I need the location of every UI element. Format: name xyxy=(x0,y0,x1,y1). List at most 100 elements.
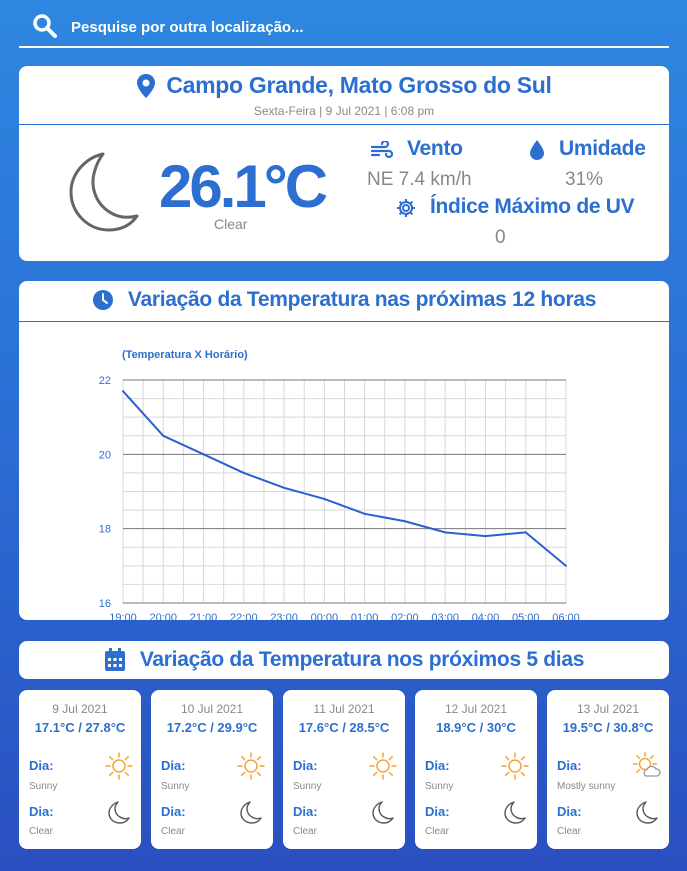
night-condition: Clear xyxy=(557,826,581,837)
wind-label: Vento xyxy=(407,137,463,160)
y-tick-label: 22 xyxy=(99,375,111,387)
day-card: 10 Jul 2021 17.2°C / 29.9°C Dia: Sunny D… xyxy=(151,690,273,849)
day-condition: Sunny xyxy=(161,781,190,792)
data-point xyxy=(444,531,447,534)
moon-icon xyxy=(504,801,526,824)
day-date: 10 Jul 2021 xyxy=(180,702,244,716)
x-tick-label: 01:00 xyxy=(351,612,379,620)
current-datetime: Sexta-Feira | 9 Jul 2021 | 6:08 pm xyxy=(253,104,435,118)
day-temperature-range: 19.5°C / 30.8°C xyxy=(562,720,654,735)
hourly-forecast-header: Variação da Temperatura nas próximas 12 … xyxy=(19,281,669,322)
clock-icon xyxy=(92,290,113,310)
moon-icon xyxy=(240,801,262,824)
daily-forecast-title: Variação da Temperatura nos próximos 5 d… xyxy=(139,648,585,671)
data-point xyxy=(202,453,205,456)
day-date: 9 Jul 2021 xyxy=(52,702,108,716)
day-card: 12 Jul 2021 18.9°C / 30°C Dia: Sunny Dia… xyxy=(415,690,537,849)
day-date: 11 Jul 2021 xyxy=(313,702,375,716)
y-tick-label: 16 xyxy=(99,598,111,610)
day-period-label: Dia: xyxy=(557,758,582,773)
day-date: 13 Jul 2021 xyxy=(576,702,640,716)
x-tick-label: 21:00 xyxy=(190,612,218,620)
sun-cloud-icon xyxy=(633,752,661,777)
moon-icon xyxy=(69,152,139,232)
location-row: Campo Grande, Mato Grosso do Sul xyxy=(19,72,669,99)
sun-icon xyxy=(105,752,133,780)
data-point xyxy=(162,434,165,437)
wind-icon xyxy=(371,141,393,159)
x-tick-label: 06:00 xyxy=(552,612,580,620)
day-temperature-range: 18.9°C / 30°C xyxy=(436,720,516,735)
night-period-label: Dia: xyxy=(161,804,186,819)
moon-icon xyxy=(108,801,130,824)
night-period-label: Dia: xyxy=(425,804,450,819)
uv-value: 0 xyxy=(495,227,506,248)
night-period-label: Dia: xyxy=(29,804,54,819)
x-tick-label: 05:00 xyxy=(512,612,540,620)
search-bar[interactable] xyxy=(19,10,669,48)
day-temperature-range: 17.2°C / 29.9°C xyxy=(166,720,258,735)
chart-title: (Temperatura X Horário) xyxy=(122,349,248,361)
x-tick-label: 04:00 xyxy=(472,612,500,620)
wind-value: NE 7.4 km/h xyxy=(367,169,472,190)
calendar-icon xyxy=(104,648,125,671)
temperature-chart: (Temperatura X Horário) 16 18 20 22 19:00 20:… xyxy=(99,349,580,620)
daily-forecast-header: Variação da Temperatura nos próximos 5 d… xyxy=(19,641,669,679)
current-weather-header: Campo Grande, Mato Grosso do Sul Sexta-F… xyxy=(19,66,669,125)
sun-icon xyxy=(369,752,397,780)
data-point xyxy=(403,520,406,523)
night-condition: Clear xyxy=(293,826,317,837)
current-weather-card: Campo Grande, Mato Grosso do Sul Sexta-F… xyxy=(19,66,669,261)
data-point xyxy=(524,531,527,534)
hourly-forecast-title: Variação da Temperatura nas próximas 12 … xyxy=(127,288,597,311)
day-condition: Sunny xyxy=(425,781,454,792)
search-icon[interactable] xyxy=(32,13,58,39)
x-tick-label: 19:00 xyxy=(109,612,137,620)
x-tick-label: 22:00 xyxy=(230,612,258,620)
day-card: 9 Jul 2021 17.1°C / 27.8°C Dia: Sunny Di… xyxy=(19,690,141,849)
day-date: 12 Jul 2021 xyxy=(444,702,508,716)
data-point xyxy=(323,497,326,500)
night-condition: Clear xyxy=(29,826,53,837)
x-tick-label: 00:00 xyxy=(311,612,339,620)
day-period-label: Dia: xyxy=(161,758,186,773)
day-period-label: Dia: xyxy=(293,758,318,773)
x-tick-label: 02:00 xyxy=(391,612,419,620)
moon-icon xyxy=(636,801,658,824)
current-condition: Clear xyxy=(214,216,248,232)
x-tick-label: 23:00 xyxy=(270,612,298,620)
data-point xyxy=(122,390,124,393)
night-condition: Clear xyxy=(425,826,449,837)
hourly-forecast-card: Variação da Temperatura nas próximas 12 … xyxy=(19,281,669,620)
day-period-label: Dia: xyxy=(425,758,450,773)
day-period-label: Dia: xyxy=(29,758,54,773)
data-point xyxy=(242,471,245,474)
day-condition: Sunny xyxy=(29,781,58,792)
y-tick-label: 18 xyxy=(99,524,111,536)
humidity-label: Umidade xyxy=(559,137,646,160)
day-condition: Mostly sunny xyxy=(557,781,616,792)
night-period-label: Dia: xyxy=(293,804,318,819)
humidity-value: 31% xyxy=(565,169,604,190)
map-pin-icon xyxy=(137,73,156,98)
search-input[interactable] xyxy=(69,14,653,40)
data-point xyxy=(363,512,366,515)
day-condition: Sunny xyxy=(293,781,322,792)
day-temperature-range: 17.6°C / 28.5°C xyxy=(298,720,390,735)
sun-icon xyxy=(501,752,529,780)
night-condition: Clear xyxy=(161,826,185,837)
moon-icon xyxy=(372,801,394,824)
city-name: Campo Grande, Mato Grosso do Sul xyxy=(166,72,552,98)
current-temperature: 26.1°C xyxy=(159,153,328,220)
day-temperature-range: 17.1°C / 27.8°C xyxy=(34,720,126,735)
water-drop-icon xyxy=(530,140,544,160)
data-point xyxy=(484,535,487,538)
uv-label: Índice Máximo de UV xyxy=(430,195,635,218)
temperature-line xyxy=(122,390,567,567)
data-point xyxy=(283,486,286,489)
x-tick-label: 20:00 xyxy=(150,612,178,620)
y-tick-label: 20 xyxy=(99,449,111,461)
gear-icon xyxy=(397,199,415,217)
day-card: 13 Jul 2021 19.5°C / 30.8°C Dia: Mostly … xyxy=(547,690,669,849)
x-tick-label: 03:00 xyxy=(431,612,459,620)
